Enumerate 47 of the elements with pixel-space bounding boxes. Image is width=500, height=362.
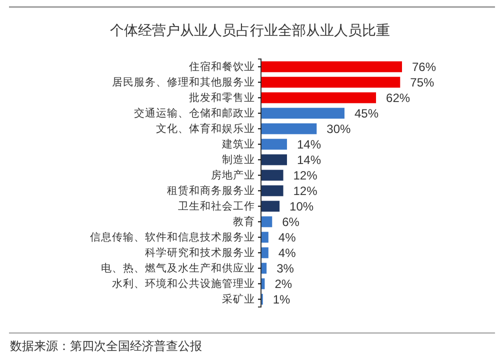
data-label: 62%	[386, 90, 410, 105]
y-tick-label: 科学研究和技术服务业	[145, 246, 255, 260]
y-tick-label: 卫生和社会工作	[178, 200, 255, 213]
source-note: 数据来源：第四次全国经济普查公报	[10, 339, 202, 353]
chart-title: 个体经营户从业人员占行业全部从业人员比重	[110, 23, 390, 39]
data-label: 14%	[296, 152, 322, 167]
bar	[261, 185, 284, 196]
y-tick-label: 建筑业	[221, 138, 255, 151]
y-tick-label: 交通运输、仓储和邮政业	[134, 106, 255, 120]
data-label: 30%	[326, 122, 352, 136]
data-label: 3%	[276, 261, 294, 276]
bar	[261, 138, 287, 150]
data-label: 6%	[282, 214, 300, 229]
y-tick-label: 住宿和餐饮业	[189, 60, 255, 74]
data-label: 4%	[278, 246, 296, 260]
y-tick-label: 信息传输、软件和信息技术服务业	[90, 230, 255, 244]
data-label: 1%	[272, 292, 291, 306]
y-tick-label: 房地产业	[211, 168, 255, 182]
bar	[261, 61, 402, 72]
data-label: 10%	[290, 199, 314, 214]
y-tick-label: 采矿业	[222, 292, 255, 306]
y-tick-label: 制造业	[222, 153, 255, 166]
bar	[261, 123, 317, 134]
bar	[261, 232, 268, 243]
data-label: 12%	[293, 184, 318, 198]
bar	[261, 247, 268, 258]
bar	[261, 154, 287, 166]
data-label: 4%	[278, 230, 296, 244]
y-tick-label: 租赁和商务服务业	[167, 184, 255, 198]
data-label: 14%	[296, 137, 322, 152]
data-label: 75%	[410, 75, 434, 90]
bar	[261, 92, 376, 104]
bar	[261, 76, 400, 88]
y-tick-label: 水利、环境和公共设施管理业	[112, 277, 255, 290]
data-label: 12%	[293, 168, 318, 182]
bar	[261, 200, 280, 212]
y-tick-label: 电、热、燃气及水生产和供应业	[101, 262, 255, 275]
y-tick-label: 居民服务、修理和其他服务业	[112, 76, 255, 89]
data-label: 2%	[274, 276, 292, 291]
data-label: 45%	[354, 106, 379, 120]
bar	[261, 216, 272, 228]
y-tick-label: 教育	[233, 215, 255, 228]
data-label: 76%	[412, 60, 436, 74]
y-tick-label: 批发和零售业	[189, 91, 255, 104]
bar	[261, 170, 284, 181]
bar	[261, 108, 344, 119]
y-tick-label: 文化、体育和娱乐业	[156, 122, 255, 136]
